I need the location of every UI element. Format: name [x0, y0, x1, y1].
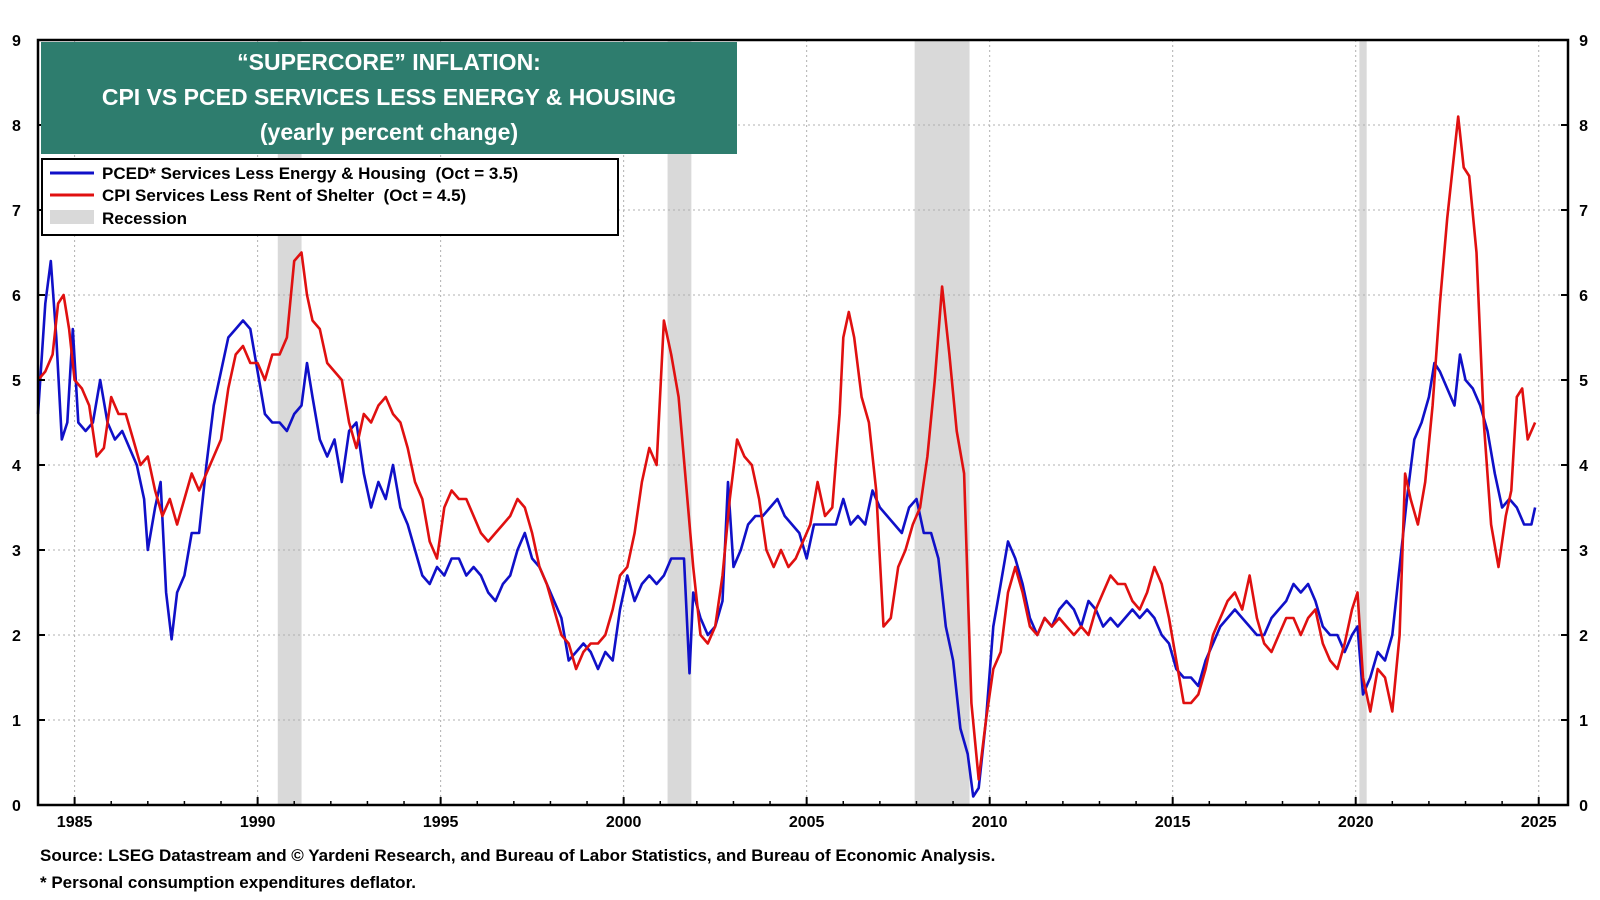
y-tick-label-right-8: 8 — [1579, 118, 1588, 135]
x-tick-label-2025: 2025 — [1521, 814, 1557, 831]
y-tick-label-right-2: 2 — [1579, 628, 1588, 645]
x-tick-label-1985: 1985 — [57, 814, 93, 831]
y-tick-label-left-6: 6 — [12, 288, 21, 305]
x-tick-label-2010: 2010 — [972, 814, 1008, 831]
x-tick-label-2015: 2015 — [1155, 814, 1191, 831]
y-tick-label-left-0: 0 — [12, 798, 21, 815]
y-tick-label-right-9: 9 — [1579, 33, 1588, 50]
title-box: “SUPERCORE” INFLATION: CPI VS PCED SERVI… — [41, 42, 737, 154]
y-tick-label-right-3: 3 — [1579, 543, 1588, 560]
plot-frame — [36, 38, 1570, 807]
y-tick-label-left-7: 7 — [12, 203, 21, 220]
axis-ticks: 0 0 1 1 2 2 3 3 4 4 5 5 6 6 7 7 8 8 9 9 1985 1990 1995 2000 2005… — [12, 33, 1588, 831]
y-tick-label-right-4: 4 — [1579, 458, 1588, 475]
legend-label-pced: PCED* Services Less Energy & Housing (Oc… — [102, 164, 518, 183]
y-tick-label-right-6: 6 — [1579, 288, 1588, 305]
chart-title-line-1: “SUPERCORE” INFLATION: — [237, 49, 541, 75]
series-line-0 — [36, 259, 1537, 798]
series-lines — [36, 115, 1537, 798]
legend-label-cpi: CPI Services Less Rent of Shelter (Oct =… — [102, 186, 466, 205]
legend-box — [41, 158, 619, 236]
y-tick-label-left-8: 8 — [12, 118, 21, 135]
y-tick-label-left-4: 4 — [12, 458, 21, 475]
recession-band-2 — [914, 40, 970, 805]
x-tick-label-2020: 2020 — [1338, 814, 1374, 831]
x-tick-label-1995: 1995 — [423, 814, 459, 831]
recession-band-3 — [1359, 40, 1367, 805]
y-tick-label-left-5: 5 — [12, 373, 21, 390]
y-tick-label-right-7: 7 — [1579, 203, 1588, 220]
x-tick-label-2005: 2005 — [789, 814, 825, 831]
y-tick-label-left-1: 1 — [12, 713, 21, 730]
y-tick-label-right-0: 0 — [1579, 798, 1588, 815]
chart-title-line-3: (yearly percent change) — [260, 119, 518, 145]
y-tick-label-left-3: 3 — [12, 543, 21, 560]
y-tick-label-left-2: 2 — [12, 628, 21, 645]
legend-swatch-recession — [50, 210, 94, 224]
footnote-line: * Personal consumption expenditures defl… — [40, 873, 416, 892]
gridlines — [38, 40, 1568, 805]
y-tick-label-left-9: 9 — [12, 33, 21, 50]
series-line-1 — [37, 115, 1537, 781]
recession-band-1 — [667, 40, 692, 805]
source-line: Source: LSEG Datastream and © Yardeni Re… — [40, 846, 995, 865]
source-notes: Source: LSEG Datastream and © Yardeni Re… — [40, 846, 995, 892]
y-tick-label-right-1: 1 — [1579, 713, 1588, 730]
x-tick-label-1990: 1990 — [240, 814, 276, 831]
legend: PCED* Services Less Energy & Housing (Oc… — [41, 158, 619, 236]
chart-title-line-2: CPI VS PCED SERVICES LESS ENERGY & HOUSI… — [102, 84, 676, 110]
legend-label-recession: Recession — [102, 209, 187, 228]
x-tick-label-2000: 2000 — [606, 814, 642, 831]
title-box-background — [41, 42, 737, 154]
y-tick-label-right-5: 5 — [1579, 373, 1588, 390]
